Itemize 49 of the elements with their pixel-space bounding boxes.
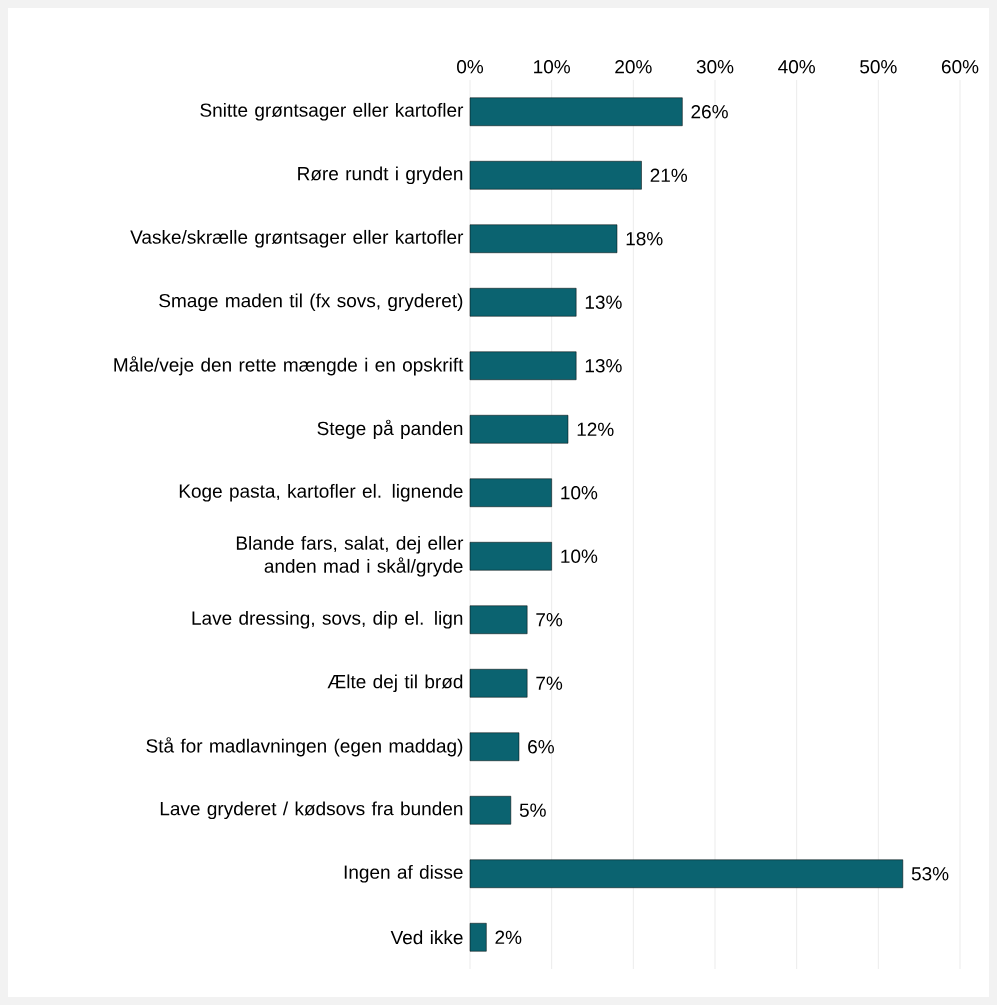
- data-label: 26%: [691, 105, 728, 119]
- y-tick-label: Koge pasta, kartofler el. lignende: [179, 483, 463, 502]
- data-label: 18%: [626, 232, 663, 246]
- data-label: 53%: [911, 867, 949, 881]
- bar: [469, 478, 552, 507]
- bar: [469, 859, 904, 889]
- y-tick-label: Lave gryderet / kødsovs fra bunden: [160, 801, 463, 820]
- data-label: 13%: [585, 359, 622, 373]
- bar: [469, 97, 683, 126]
- data-label: 21%: [650, 168, 688, 182]
- x-tick-label: 20%: [615, 60, 652, 74]
- y-tick-label: Stå for madlavningen (egen maddag): [146, 737, 463, 757]
- data-label: 2%: [495, 930, 522, 944]
- y-tick-label: Lave dressing, sovs, dip el. lign: [192, 610, 463, 629]
- y-tick-label: Smage maden til (fx sovs, gryderet): [159, 293, 463, 312]
- y-tick-label: Røre rundt i gryden: [298, 166, 463, 185]
- data-label: 12%: [577, 422, 614, 436]
- x-tick-label: 40%: [778, 60, 815, 74]
- data-label: 10%: [561, 549, 598, 563]
- y-tick-label: Ingen af disse: [344, 864, 463, 883]
- y-tick-label: Snitte grøntsager eller kartofler: [200, 102, 464, 121]
- y-tick-label: Stege på panden: [317, 419, 463, 439]
- y-tick-label: Blande fars, salat, dej eller anden mad i skål/gryde: [236, 535, 464, 577]
- x-tick-label: 50%: [860, 60, 897, 74]
- bar: [469, 732, 520, 762]
- y-tick-label: Ælte dej til brød: [327, 674, 463, 693]
- data-label: 13%: [585, 295, 622, 309]
- bar: [469, 351, 577, 380]
- bar: [469, 415, 569, 444]
- y-tick-label: Vaske/skrælle grøntsager eller kartofler: [130, 229, 464, 248]
- bar: [469, 161, 642, 190]
- bar: [469, 605, 528, 635]
- data-label: 7%: [536, 676, 563, 690]
- x-tick-label: 10%: [534, 60, 570, 74]
- data-label: 10%: [561, 486, 598, 500]
- y-tick-label: Måle/veje den rette mængde i en opskrift: [114, 356, 464, 376]
- bar: [469, 542, 552, 571]
- data-label: 6%: [528, 740, 554, 754]
- bar: [469, 224, 618, 253]
- bar: [469, 669, 528, 698]
- bar: [469, 288, 577, 317]
- x-tick-label: 0%: [457, 60, 484, 74]
- data-label: 5%: [519, 803, 546, 817]
- bar: [469, 796, 512, 825]
- bar: [469, 923, 487, 952]
- data-label: 7%: [536, 613, 563, 627]
- x-tick-label: 30%: [696, 60, 734, 74]
- x-tick-label: 60%: [941, 60, 979, 74]
- y-tick-label: Ved ikke: [390, 930, 463, 945]
